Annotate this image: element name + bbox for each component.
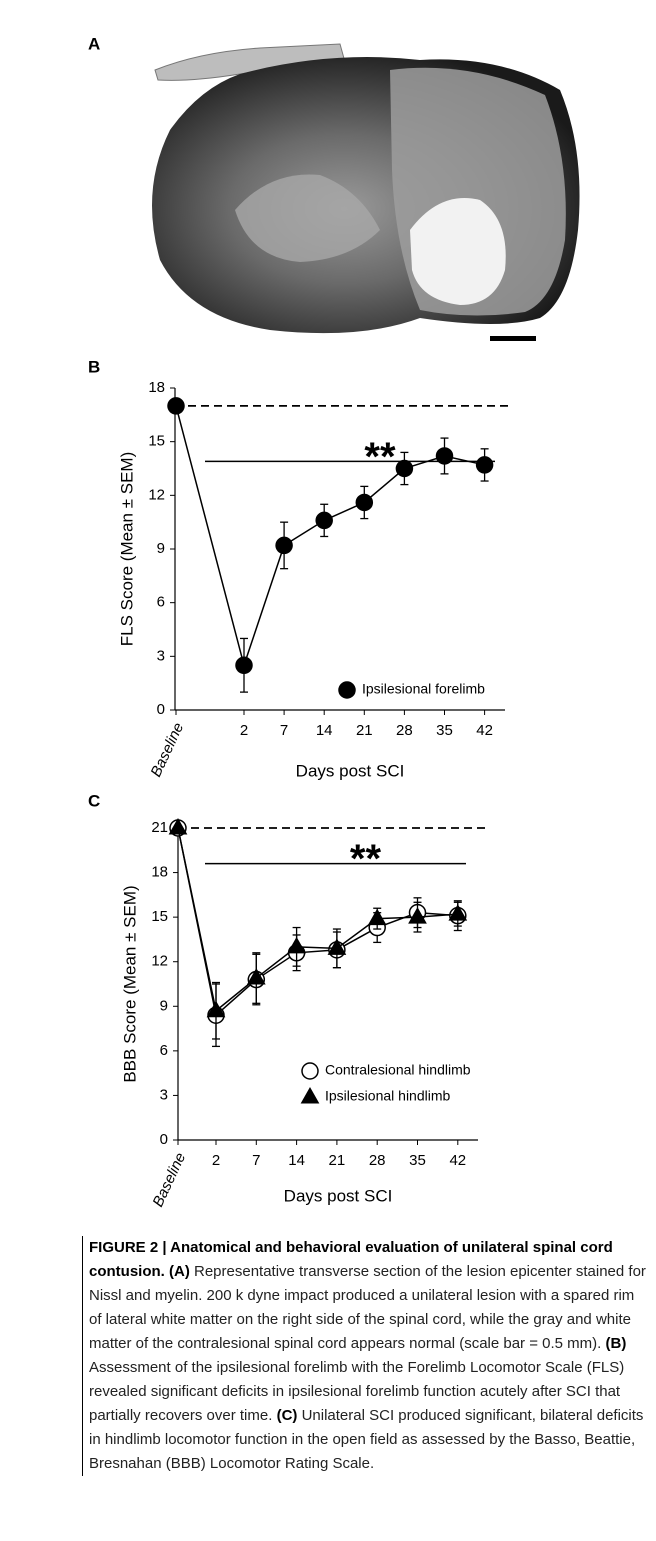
significance-label: ** xyxy=(350,837,382,881)
y-tick-label: 12 xyxy=(151,953,168,970)
figure: A B C 0 3 6 9 12 15 18 Baseline 2 7 14 21 28 35 42 Days… xyxy=(88,34,580,1210)
caption-text: Unilateral SCI produced significant, bil… xyxy=(89,1407,644,1472)
data-point xyxy=(408,907,427,924)
data-point xyxy=(206,1000,226,1018)
y-tick-label: 0 xyxy=(160,1131,168,1148)
caption-text: Representative transverse section of the… xyxy=(89,1263,646,1352)
series-line xyxy=(177,827,458,1013)
data-point xyxy=(367,908,387,926)
data-point xyxy=(327,938,347,955)
x-tick-label: 35 xyxy=(436,722,453,739)
x-tick-label: Baseline xyxy=(149,1150,189,1209)
y-tick-label: 0 xyxy=(157,701,165,718)
histology-image xyxy=(152,43,580,341)
significance-label: ** xyxy=(364,435,396,479)
data-point xyxy=(167,397,185,415)
figure-caption: FIGURE 2 | Anatomical and behavioral eva… xyxy=(82,1236,649,1476)
x-tick-label: 2 xyxy=(240,722,248,739)
x-tick-label: Baseline xyxy=(147,720,187,779)
x-tick-label: 35 xyxy=(409,1152,426,1169)
y-tick-label: 9 xyxy=(157,540,165,557)
caption-text: (B) xyxy=(601,1335,627,1352)
data-point xyxy=(355,493,374,512)
y-tick-label: 6 xyxy=(157,594,165,611)
x-tick-label: 21 xyxy=(356,722,373,739)
y-tick-label: 12 xyxy=(148,486,165,503)
legend-marker xyxy=(301,1062,319,1080)
panel-label: A xyxy=(88,34,100,53)
data-point xyxy=(435,447,454,465)
y-tick-label: 6 xyxy=(160,1042,168,1059)
scale-bar xyxy=(490,336,536,341)
y-tick-label: 18 xyxy=(148,379,165,396)
series-line xyxy=(175,405,485,668)
data-point xyxy=(315,511,333,530)
x-tick-label: 2 xyxy=(212,1152,220,1169)
lesion xyxy=(410,198,506,305)
data-point xyxy=(448,904,468,921)
legend-label: Ipsilesional forelimb xyxy=(362,681,485,697)
x-tick-label: 28 xyxy=(396,722,413,739)
x-tick-label: 42 xyxy=(449,1152,466,1169)
legend-label: Contralesional hindlimb xyxy=(325,1062,471,1078)
y-axis-title: FLS Score (Mean ± SEM) xyxy=(117,452,136,647)
y-tick-label: 9 xyxy=(160,997,168,1014)
legend-marker xyxy=(300,1086,320,1104)
y-tick-label: 21 xyxy=(151,819,168,836)
caption-text: FIGURE 2 | Anatomical and behavioral eva… xyxy=(89,1239,613,1280)
data-point xyxy=(395,459,414,478)
data-point xyxy=(287,936,306,954)
x-axis-title: Days post SCI xyxy=(284,1186,393,1205)
gray-matter-left xyxy=(235,174,380,262)
y-tick-label: 15 xyxy=(151,908,168,925)
panel-label: C xyxy=(88,791,100,810)
data-point xyxy=(475,456,494,474)
x-tick-label: 7 xyxy=(252,1152,260,1169)
data-point xyxy=(275,536,293,555)
data-point xyxy=(235,656,253,675)
legend-label: Ipsilesional hindlimb xyxy=(325,1088,451,1104)
x-tick-label: 42 xyxy=(476,722,493,739)
y-axis-title: BBB Score (Mean ± SEM) xyxy=(120,885,139,1082)
x-tick-label: 28 xyxy=(369,1152,386,1169)
caption-text: (C) xyxy=(272,1407,298,1424)
caption-text: Assessment of the ipsilesional forelimb … xyxy=(89,1359,625,1424)
x-axis-title: Days post SCI xyxy=(296,761,405,780)
y-tick-label: 15 xyxy=(148,433,165,450)
x-tick-label: 14 xyxy=(316,722,333,739)
data-point xyxy=(168,817,188,835)
x-tick-label: 21 xyxy=(329,1152,346,1169)
data-point xyxy=(246,968,266,985)
y-tick-label: 3 xyxy=(160,1086,168,1103)
y-tick-label: 18 xyxy=(151,864,168,881)
panel-label: B xyxy=(88,357,100,376)
legend-marker xyxy=(338,681,356,699)
y-tick-label: 3 xyxy=(157,647,165,664)
x-tick-label: 7 xyxy=(280,722,288,739)
x-tick-label: 14 xyxy=(288,1152,305,1169)
caption-text: (A) xyxy=(164,1263,190,1280)
